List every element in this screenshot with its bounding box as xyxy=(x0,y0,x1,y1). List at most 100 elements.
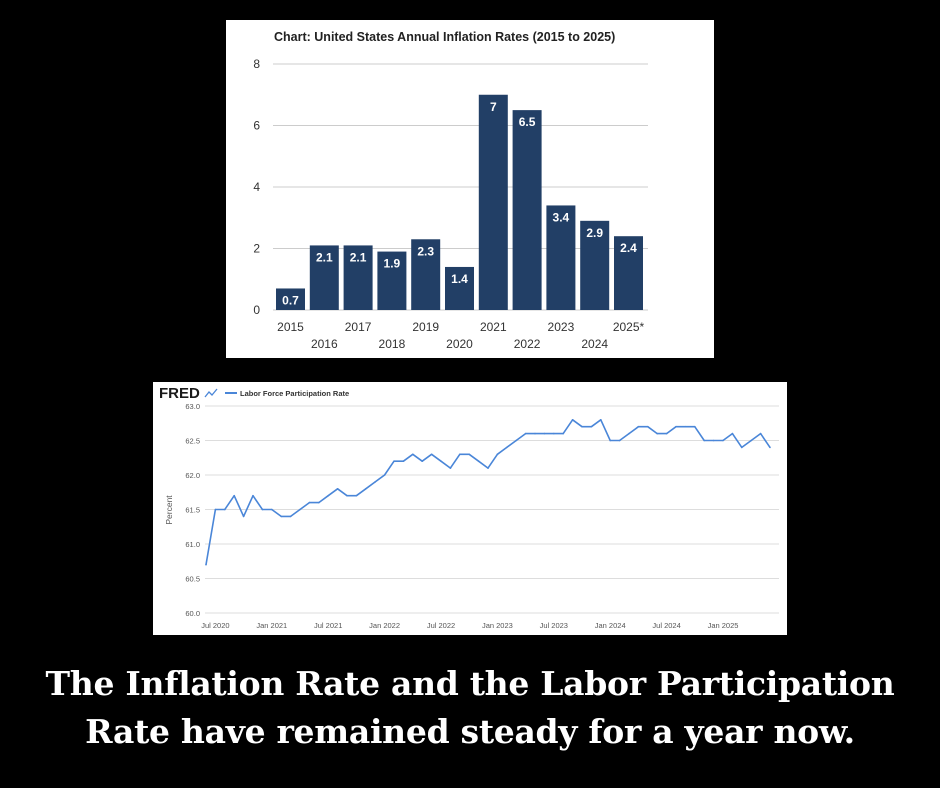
x-tick-label: Jan 2022 xyxy=(369,621,400,630)
data-point xyxy=(383,474,386,476)
x-tick-label: 2020 xyxy=(446,337,473,351)
data-point xyxy=(355,494,358,497)
y-tick-label: 62.5 xyxy=(185,437,200,446)
data-point xyxy=(534,432,536,435)
x-tick-label: Jul 2022 xyxy=(427,621,455,630)
x-tick-label: 2018 xyxy=(379,337,406,351)
data-point xyxy=(261,508,264,511)
data-point xyxy=(412,453,414,456)
data-point xyxy=(289,515,292,518)
data-point xyxy=(402,460,405,462)
y-tick-label: 2 xyxy=(253,242,260,256)
data-point xyxy=(515,439,517,442)
data-point xyxy=(543,432,546,435)
data-point xyxy=(224,508,226,511)
data-point xyxy=(684,425,687,428)
data-point xyxy=(524,432,527,435)
x-tick-label: Jul 2024 xyxy=(652,621,680,630)
data-point xyxy=(252,494,254,497)
bar-2022 xyxy=(512,110,542,310)
fred-chart-panel: FRED Labor Force Participation Rate 60.0 60… xyxy=(153,382,787,635)
data-point xyxy=(327,494,329,497)
data-point xyxy=(496,453,499,456)
data-point xyxy=(722,439,724,442)
data-point xyxy=(308,501,311,504)
bar-data-label: 2.4 xyxy=(620,241,637,255)
bar-2015 xyxy=(276,288,305,310)
data-point xyxy=(477,460,480,462)
x-tick-label: 2016 xyxy=(311,337,338,351)
fred-logo: FRED xyxy=(159,385,200,402)
bar-2017 xyxy=(343,245,373,310)
bar-2018 xyxy=(377,251,407,310)
data-point xyxy=(299,508,301,511)
y-tick-label: 0 xyxy=(253,303,260,317)
x-tick-label: 2015 xyxy=(277,320,304,334)
data-point xyxy=(374,481,376,483)
y-tick-label: 6 xyxy=(253,119,260,133)
data-point xyxy=(365,488,367,490)
data-point xyxy=(731,432,734,435)
caption: The Inflation Rate and the Labor Partici… xyxy=(0,660,940,756)
bar-data-label: 2.1 xyxy=(316,250,333,264)
y-tick-label: 60.5 xyxy=(185,575,200,584)
bar-data-label: 2.3 xyxy=(417,244,434,258)
bar-data-label: 6.5 xyxy=(519,115,536,129)
x-tick-label: 2019 xyxy=(412,320,439,334)
data-point xyxy=(271,508,273,511)
data-point xyxy=(562,432,564,435)
data-point xyxy=(769,446,771,449)
data-point xyxy=(656,432,658,435)
data-point xyxy=(750,439,752,442)
data-point xyxy=(712,439,715,442)
bar-data-label: 3.4 xyxy=(553,210,570,224)
data-point xyxy=(741,446,743,449)
bar-data-label: 1.4 xyxy=(451,272,468,286)
x-tick-label: 2025* xyxy=(613,320,645,334)
inflation-chart-panel: Chart: United States Annual Inflation Ra… xyxy=(226,20,714,358)
y-tick-label: 63.0 xyxy=(185,402,200,411)
y-tick-label: 8 xyxy=(253,57,260,71)
y-tick-label: 4 xyxy=(253,180,260,194)
data-point xyxy=(205,563,207,566)
data-point xyxy=(449,467,452,469)
x-tick-label: Jan 2024 xyxy=(595,621,626,630)
data-point xyxy=(581,425,583,428)
data-point xyxy=(553,432,555,435)
data-point xyxy=(759,432,762,435)
data-point xyxy=(421,460,424,462)
y-tick-label: 61.0 xyxy=(185,540,200,549)
bar-2025* xyxy=(614,236,643,310)
caption-line-2: Rate have remained steady for a year now… xyxy=(85,712,855,751)
x-tick-label: Jan 2023 xyxy=(482,621,513,630)
data-point xyxy=(675,425,677,428)
bar-data-label: 2.9 xyxy=(586,226,603,240)
bar-2021 xyxy=(478,94,508,310)
data-point xyxy=(637,425,640,428)
fred-graph-icon-line xyxy=(204,388,218,398)
data-point xyxy=(336,488,339,490)
bar-data-label: 7 xyxy=(490,100,497,114)
caption-line-1: The Inflation Rate and the Labor Partici… xyxy=(45,664,895,703)
data-point xyxy=(600,419,602,421)
bar-2019 xyxy=(411,239,441,310)
x-tick-label: 2017 xyxy=(345,320,372,334)
data-point xyxy=(459,453,461,456)
data-point xyxy=(393,460,395,462)
bar-data-label: 2.1 xyxy=(350,250,367,264)
bar-data-label: 1.9 xyxy=(384,257,401,271)
x-tick-label: Jul 2020 xyxy=(201,621,229,630)
data-point xyxy=(487,467,489,469)
data-point xyxy=(618,439,621,442)
y-tick-label: 61.5 xyxy=(185,506,200,515)
data-point xyxy=(468,453,471,456)
data-point xyxy=(703,439,705,442)
y-tick-label: 62.0 xyxy=(185,471,200,480)
data-point xyxy=(609,439,611,442)
data-point xyxy=(440,460,442,462)
bar-2020 xyxy=(445,266,474,310)
data-point xyxy=(346,494,348,497)
data-point xyxy=(665,432,668,435)
data-point xyxy=(280,515,282,518)
legend-label: Labor Force Participation Rate xyxy=(240,389,349,398)
